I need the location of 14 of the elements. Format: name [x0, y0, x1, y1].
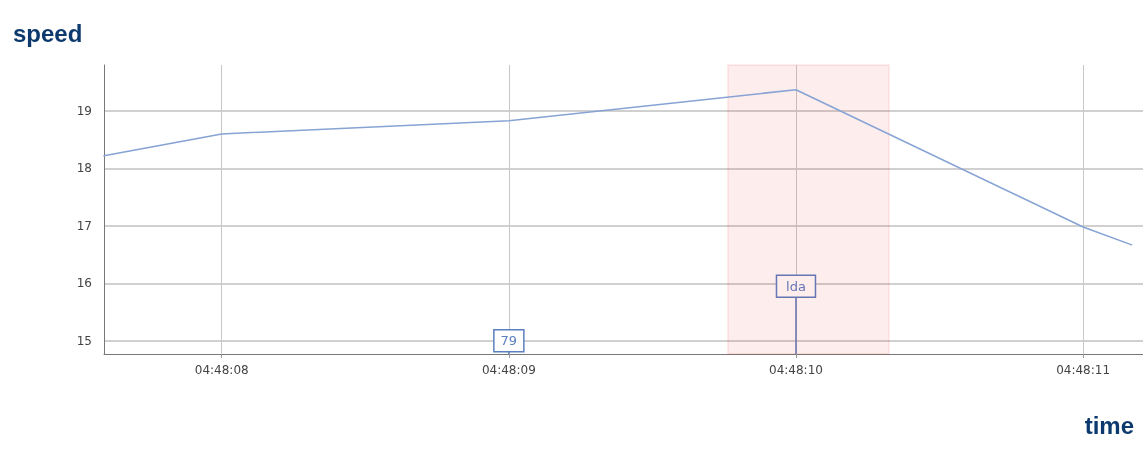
- y-tick-label: 19: [76, 103, 92, 118]
- y-tick-label: 17: [76, 218, 92, 233]
- annotation: 79: [500, 333, 518, 349]
- line-series: [103, 88, 1133, 246]
- chart-title: speed: [13, 19, 83, 47]
- x-tick-label: 04:48:09: [481, 363, 536, 377]
- x-tick-label: 04:48:10: [769, 363, 823, 377]
- y-tick-label: 16: [76, 276, 92, 291]
- y-tick-label: 15: [76, 333, 92, 348]
- x-tick-label: 04:48:11: [1056, 363, 1111, 377]
- annotation: lda: [786, 278, 806, 294]
- x-axis-title: time: [1084, 411, 1135, 439]
- y-tick-label: 18: [76, 161, 92, 176]
- x-tick-label: 04:48:08: [194, 363, 249, 377]
